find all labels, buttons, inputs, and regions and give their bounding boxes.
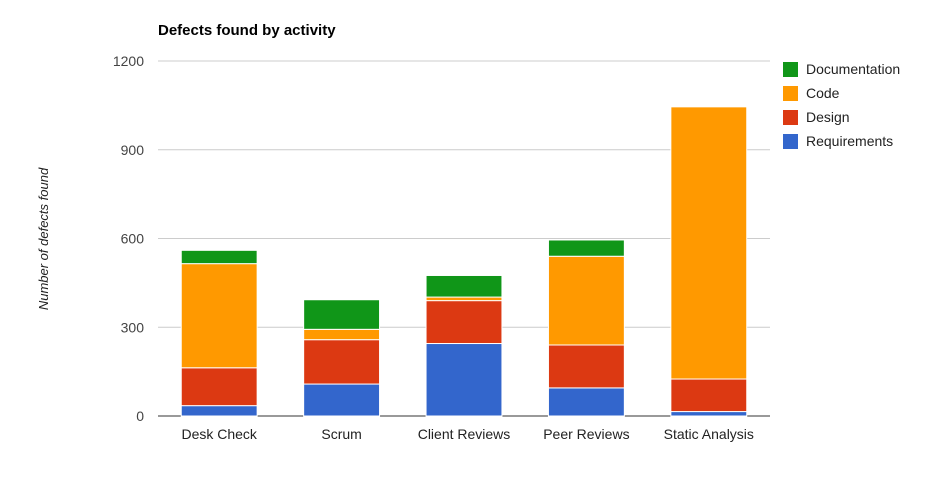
chart-title: Defects found by activity <box>158 22 336 39</box>
bar-design-0 <box>180 367 258 407</box>
bar-requirements-2 <box>425 343 503 417</box>
x-category-label: Desk Check <box>181 426 257 442</box>
y-tick-label: 900 <box>121 142 145 158</box>
bar-code-2 <box>425 296 503 302</box>
bar-code-4 <box>670 106 748 380</box>
x-category-label: Client Reviews <box>418 426 511 442</box>
bar-design-1 <box>303 339 381 385</box>
legend-swatch-documentation <box>783 62 798 77</box>
bar-documentation-2 <box>425 274 503 298</box>
bar-code-1 <box>303 328 381 341</box>
x-category-labels: Desk Check Scrum Client Reviews Peer Review… <box>181 426 753 442</box>
gridlines <box>158 60 770 417</box>
y-tick-label: 600 <box>121 231 145 247</box>
y-tick-labels: 0 300 600 900 1200 <box>113 53 144 424</box>
x-category-label: Peer Reviews <box>543 426 629 442</box>
bar-code-3 <box>547 255 625 346</box>
bars <box>180 106 748 417</box>
legend-label-requirements: Requirements <box>806 133 893 149</box>
y-tick-label: 300 <box>121 319 145 335</box>
legend-label-code: Code <box>806 85 840 101</box>
x-category-label: Scrum <box>321 426 361 442</box>
y-tick-label: 0 <box>136 408 144 424</box>
bar-requirements-1 <box>303 383 381 417</box>
bar-code-0 <box>180 263 258 369</box>
bar-requirements-4 <box>670 411 748 417</box>
y-tick-label: 1200 <box>113 53 144 69</box>
legend: Documentation Code Design Requirements <box>783 61 900 149</box>
y-axis-label: Number of defects found <box>36 167 51 310</box>
bar-documentation-1 <box>303 299 381 330</box>
bar-requirements-3 <box>547 387 625 417</box>
bar-design-4 <box>670 378 748 413</box>
legend-swatch-requirements <box>783 134 798 149</box>
bar-documentation-0 <box>180 249 258 265</box>
x-category-label: Static Analysis <box>664 426 754 442</box>
bar-design-2 <box>425 300 503 345</box>
bar-documentation-3 <box>547 239 625 257</box>
legend-swatch-design <box>783 110 798 125</box>
bar-design-3 <box>547 344 625 389</box>
legend-swatch-code <box>783 86 798 101</box>
legend-label-design: Design <box>806 109 850 125</box>
legend-label-documentation: Documentation <box>806 61 900 77</box>
bar-requirements-0 <box>180 405 258 417</box>
